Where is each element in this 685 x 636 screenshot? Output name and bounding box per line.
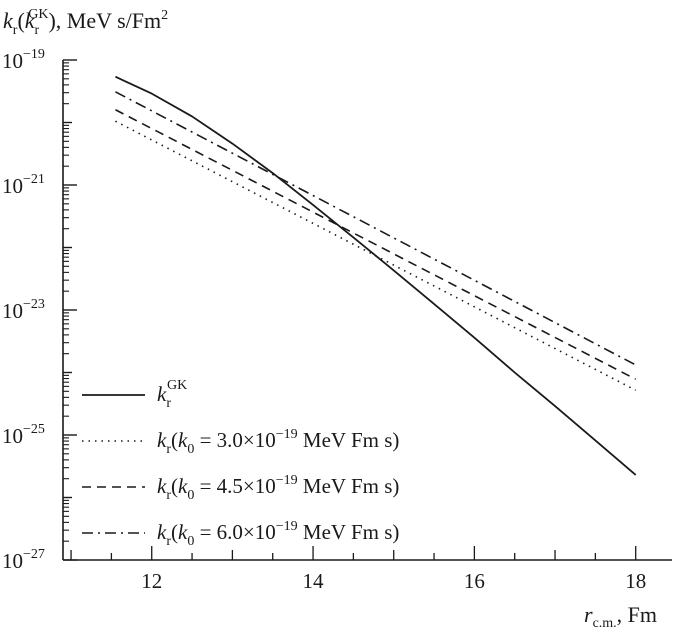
x-ticks: 12 14 16 18	[70, 546, 646, 593]
legend-item-k0-6: kr(k0 = 6.0×10−19 MeV Fm s)	[82, 519, 399, 549]
legend-label-k0-6: kr(k0 = 6.0×10−19 MeV Fm s)	[157, 519, 399, 549]
x-tick-label: 18	[625, 569, 646, 593]
series-line-dashed	[115, 109, 637, 380]
x-axis-title: rc.m., Fm	[584, 602, 657, 631]
legend-item-k0-3: kr(k0 = 3.0×10−19 MeV Fm s)	[82, 427, 399, 457]
series-line-dotted	[115, 120, 637, 391]
x-tick-label: 16	[464, 569, 485, 593]
legend-item-k0-4-5: kr(k0 = 4.5×10−19 MeV Fm s)	[82, 473, 399, 503]
y-ticks: 10−19 10−21 10−23 10−25 10−27	[2, 47, 77, 573]
y-tick-label: 10−25	[2, 422, 45, 448]
series-line-dashdot	[115, 91, 637, 366]
y-tick-label: 10−23	[2, 297, 45, 323]
x-tick-label: 14	[303, 569, 325, 593]
legend-item-gk: krGK	[82, 378, 187, 411]
y-tick-label: 10−27	[2, 547, 45, 573]
legend-label-gk: krGK	[157, 378, 187, 411]
y-tick-label: 10−21	[2, 172, 45, 198]
legend-label-k0-4-5: kr(k0 = 4.5×10−19 MeV Fm s)	[157, 473, 399, 503]
series-layer	[115, 75, 637, 476]
series-line-solid	[115, 75, 637, 476]
y-tick-label: 10−19	[2, 47, 45, 73]
x-tick-label: 12	[141, 569, 162, 593]
legend: krGK kr(k0 = 3.0×10−19 MeV Fm s) kr(k0 =…	[82, 378, 399, 549]
legend-label-k0-3: kr(k0 = 3.0×10−19 MeV Fm s)	[157, 427, 399, 457]
y-axis-title: kr(krGK), MeV s/Fm2	[3, 7, 168, 38]
